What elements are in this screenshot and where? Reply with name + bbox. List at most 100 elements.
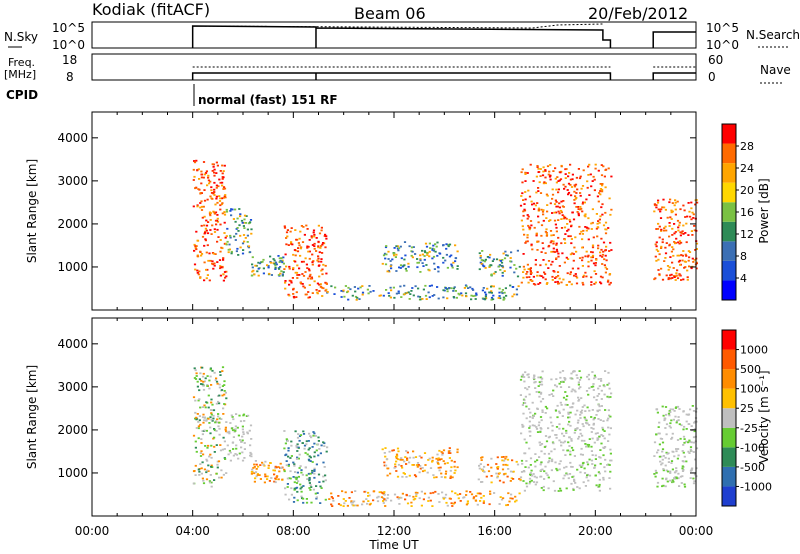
nsearch-tick-low: 10^0 xyxy=(706,38,739,52)
scatter-cell xyxy=(392,286,395,289)
scatter-cell xyxy=(535,191,538,194)
scatter-cell xyxy=(454,257,458,260)
scatter-cell xyxy=(393,296,396,299)
scatter-cell xyxy=(594,432,597,435)
scatter-cell xyxy=(593,416,596,419)
scatter-cell xyxy=(537,376,540,379)
scatter-cell xyxy=(250,232,253,235)
scatter-cell xyxy=(548,460,551,462)
scatter-cell xyxy=(358,298,361,300)
scatter-cell xyxy=(683,485,687,488)
scatter-cell xyxy=(604,470,607,473)
scatter-cell xyxy=(206,268,209,271)
scatter-cell xyxy=(397,463,401,466)
scatter-cell xyxy=(219,223,222,226)
scatter-cell xyxy=(234,208,237,211)
scatter-cell xyxy=(337,495,340,497)
scatter-cell xyxy=(595,399,598,401)
scatter-cell xyxy=(209,367,212,370)
scatter-cell xyxy=(319,247,322,249)
scatter-cell xyxy=(579,471,582,474)
scatter-cell xyxy=(217,460,221,463)
scatter-cell xyxy=(550,240,553,242)
scatter-cell xyxy=(448,497,451,500)
scatter-cell xyxy=(206,232,210,235)
scatter-cell xyxy=(678,485,681,487)
scatter-cell xyxy=(402,472,405,474)
scatter-cell xyxy=(315,289,318,291)
scatter-cell xyxy=(603,393,606,396)
scatter-cell xyxy=(541,409,544,412)
x-tick-label: 20:00 xyxy=(578,524,613,538)
scatter-cell xyxy=(672,254,675,257)
scatter-cell xyxy=(308,478,311,480)
scatter-cell xyxy=(457,497,460,500)
scatter-cell xyxy=(253,273,256,276)
scatter-cell xyxy=(196,269,199,272)
scatter-cell xyxy=(440,458,443,460)
scatter-cell xyxy=(267,467,270,469)
scatter-cell xyxy=(210,189,213,192)
scatter-cell xyxy=(197,273,200,276)
scatter-cell xyxy=(553,203,557,205)
scatter-cell xyxy=(198,415,201,417)
scatter-cell xyxy=(609,213,612,216)
scatter-cell xyxy=(434,250,437,253)
scatter-cell xyxy=(500,261,504,264)
scatter-cell xyxy=(486,256,489,258)
scatter-cell xyxy=(605,245,608,248)
scatter-cell xyxy=(673,410,676,412)
scatter-cell xyxy=(226,227,229,230)
scatter-cell xyxy=(516,275,520,278)
scatter-cell xyxy=(551,212,554,214)
scatter-cell xyxy=(498,295,501,297)
scatter-cell xyxy=(403,258,406,261)
scatter-cell xyxy=(658,253,661,256)
scatter-cell xyxy=(436,286,439,288)
scatter-cell xyxy=(456,250,459,253)
scatter-cell xyxy=(294,260,297,263)
scatter-cell xyxy=(599,254,602,257)
scatter-cell xyxy=(570,390,573,393)
scatter-cell xyxy=(608,283,611,286)
scatter-cell xyxy=(670,438,673,440)
scatter-cell xyxy=(655,433,658,436)
scatter-cell xyxy=(571,406,574,409)
scatter-cell xyxy=(520,432,523,435)
scatter-cell xyxy=(385,464,388,467)
scatter-cell xyxy=(553,448,556,451)
scatter-cell xyxy=(332,499,335,502)
scatter-cell xyxy=(280,466,283,469)
scatter-cell xyxy=(539,376,542,379)
scatter-cell xyxy=(428,250,431,253)
scatter-cell xyxy=(492,294,495,297)
scatter-cell xyxy=(449,452,452,454)
scatter-cell xyxy=(216,460,219,463)
scatter-cell xyxy=(556,205,559,208)
scatter-cell xyxy=(570,446,574,449)
scatter-cell xyxy=(595,414,598,416)
scatter-cell xyxy=(677,477,680,480)
scatter-cell xyxy=(608,414,611,417)
scatter-cell xyxy=(541,398,545,400)
scatter-cell xyxy=(282,256,285,259)
scatter-cell xyxy=(239,246,242,249)
scatter-cell xyxy=(202,413,205,416)
scatter-cell xyxy=(584,271,587,274)
scatter-cell xyxy=(593,467,596,469)
scatter-cell xyxy=(693,473,697,476)
scatter-cell xyxy=(210,412,213,414)
scatter-cell xyxy=(493,272,496,275)
scatter-cell xyxy=(243,448,246,450)
scatter-cell xyxy=(674,208,677,211)
scatter-cell xyxy=(544,405,547,408)
scatter-cell xyxy=(424,251,427,254)
scatter-cell xyxy=(498,479,502,482)
scatter-cell xyxy=(693,421,696,424)
scatter-cell xyxy=(609,415,612,418)
scatter-cell xyxy=(592,262,596,265)
scatter-cell xyxy=(385,458,389,460)
scatter-cell xyxy=(334,286,337,289)
scatter-cell xyxy=(527,386,531,388)
scatter-cell xyxy=(535,428,539,430)
